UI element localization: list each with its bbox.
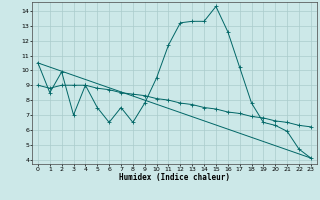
X-axis label: Humidex (Indice chaleur): Humidex (Indice chaleur) [119, 173, 230, 182]
